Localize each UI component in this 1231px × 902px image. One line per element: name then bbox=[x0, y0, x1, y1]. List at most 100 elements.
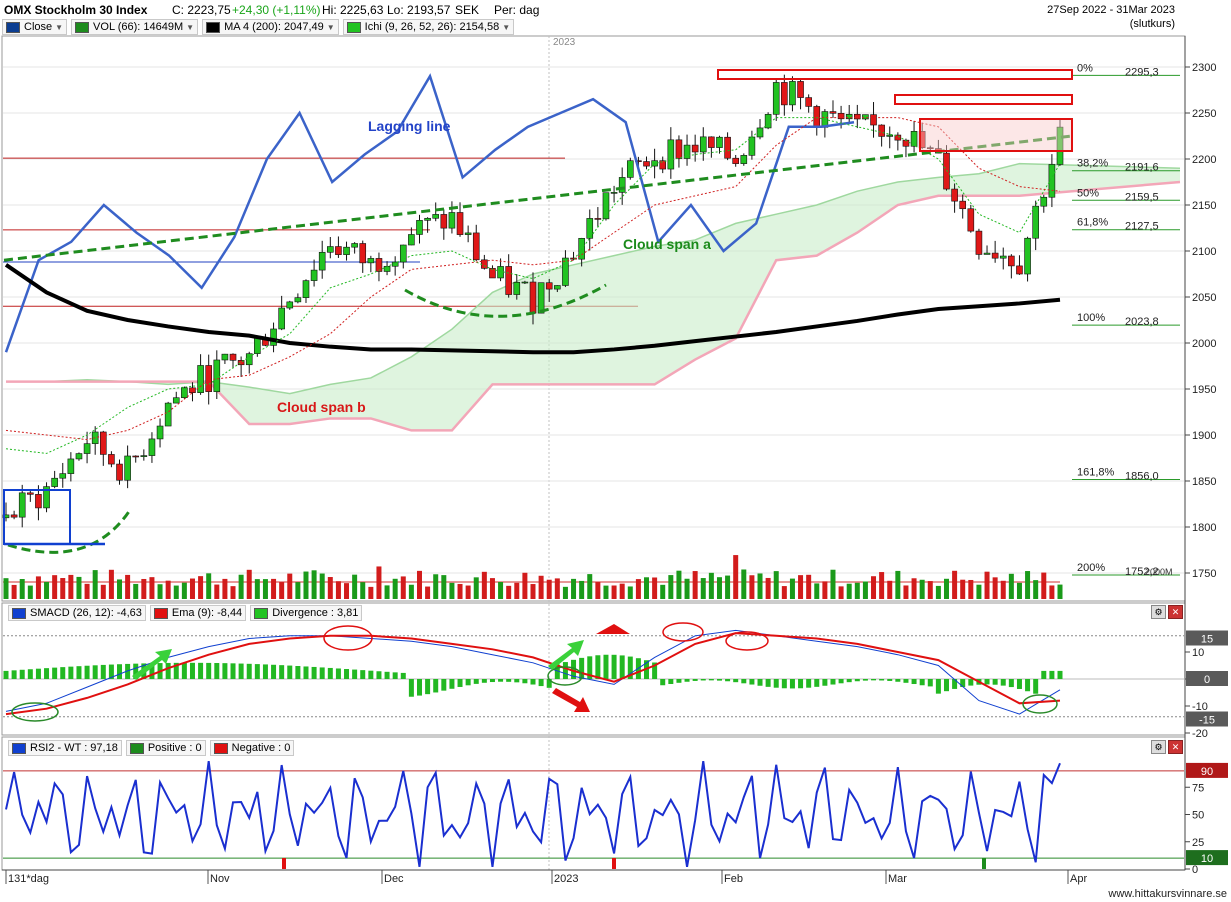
candle-body bbox=[1024, 237, 1031, 275]
candle-body bbox=[716, 136, 723, 148]
divergence-bar bbox=[571, 659, 577, 679]
legend-close[interactable]: Close ▼ bbox=[2, 19, 68, 35]
divergence-bar bbox=[911, 679, 917, 685]
volume-bar bbox=[400, 576, 406, 599]
legend-swatch bbox=[254, 607, 269, 619]
site-footer[interactable]: www.hittakursvinnare.se bbox=[1108, 888, 1227, 900]
divergence-bar bbox=[327, 667, 333, 679]
volume-bar bbox=[943, 578, 949, 599]
legend-volume[interactable]: VOL (66): 14649M ▼ bbox=[71, 19, 199, 35]
chevron-down-icon[interactable]: ▼ bbox=[326, 22, 335, 32]
volume-bar bbox=[676, 570, 682, 599]
volume-bar bbox=[708, 572, 714, 599]
chevron-down-icon[interactable]: ▼ bbox=[502, 22, 511, 32]
volume-bar bbox=[498, 581, 504, 599]
change-value: +24,30 (+1,11%) bbox=[232, 3, 321, 17]
divergence-bar bbox=[562, 662, 568, 679]
wrench-icon[interactable]: ⚙ bbox=[1151, 605, 1166, 619]
candle-body bbox=[132, 455, 140, 458]
close-icon[interactable]: ✕ bbox=[1168, 740, 1183, 754]
volume-bar bbox=[133, 583, 139, 599]
divergence-bar bbox=[303, 666, 309, 679]
volume-bar bbox=[741, 569, 747, 599]
resistance-box bbox=[717, 69, 1073, 80]
divergence-bar bbox=[35, 668, 41, 679]
legend-swatch bbox=[75, 21, 90, 33]
volume-bar bbox=[76, 576, 82, 599]
volume-bar bbox=[765, 577, 771, 599]
candle-body bbox=[205, 365, 212, 392]
candle-body bbox=[408, 234, 415, 246]
cloud-span-b-label: Cloud span b bbox=[277, 399, 366, 415]
candle-body bbox=[343, 246, 350, 255]
divergence-bar bbox=[814, 679, 820, 687]
value-badge-text: 15 bbox=[1201, 634, 1213, 646]
divergence-bar bbox=[1041, 670, 1047, 679]
fib-pct-label: 38,2% bbox=[1077, 158, 1108, 170]
candle-body bbox=[675, 139, 683, 159]
volume-bar bbox=[773, 571, 779, 599]
legend-positive[interactable]: Positive : 0 bbox=[125, 740, 206, 756]
candle-body bbox=[294, 297, 302, 303]
candle-body bbox=[1056, 126, 1064, 165]
price-tick-label: 2100 bbox=[1192, 246, 1216, 258]
divergence-bar bbox=[335, 668, 341, 679]
legend-negative[interactable]: Negative : 0 bbox=[209, 740, 295, 756]
divergence-bar bbox=[279, 665, 285, 679]
volume-bar bbox=[976, 584, 982, 599]
divergence-bar bbox=[984, 679, 990, 685]
volume-bar bbox=[992, 577, 998, 599]
divergence-bar bbox=[506, 679, 512, 682]
macd-legend: SMACD (26, 12): -4,63 Ema (9): -8,44 Div… bbox=[8, 605, 366, 621]
legend-divergence[interactable]: Divergence : 3,81 bbox=[250, 605, 363, 621]
volume-bar bbox=[757, 573, 763, 599]
close-icon[interactable]: ✕ bbox=[1168, 605, 1183, 619]
price-tick-label: 1750 bbox=[1192, 568, 1216, 580]
divergence-bar bbox=[741, 679, 747, 684]
legend-ema[interactable]: Ema (9): -8,44 bbox=[149, 605, 247, 621]
candle-body bbox=[27, 492, 34, 495]
divergence-bar bbox=[725, 679, 731, 682]
volume-bar bbox=[733, 555, 739, 599]
volume-bar bbox=[927, 581, 933, 599]
value-badge bbox=[1186, 850, 1228, 866]
divergence-bar bbox=[44, 668, 50, 679]
volume-bar bbox=[627, 586, 633, 599]
divergence-bar bbox=[1000, 679, 1006, 686]
chevron-down-icon[interactable]: ▼ bbox=[55, 22, 64, 32]
volume-bar bbox=[903, 585, 909, 599]
legend-ichimoku[interactable]: Ichi (9, 26, 52, 26): 2154,58 ▼ bbox=[342, 19, 515, 35]
chevron-down-icon[interactable]: ▼ bbox=[186, 22, 195, 32]
volume-bar bbox=[587, 574, 593, 599]
volume-bar bbox=[1033, 580, 1039, 599]
volume-bar bbox=[35, 576, 41, 599]
candle-body bbox=[732, 157, 739, 164]
volume-bar bbox=[449, 582, 455, 599]
macd-tick-label: 10 bbox=[1192, 647, 1204, 659]
up-arrow-icon bbox=[132, 649, 172, 680]
legend-swatch bbox=[12, 742, 26, 754]
price-tick-label: 1900 bbox=[1192, 430, 1216, 442]
fib-pct-label: 161,8% bbox=[1077, 466, 1115, 478]
volume-bar bbox=[579, 580, 585, 599]
tenkan-line bbox=[5, 117, 1061, 454]
legend-smacd[interactable]: SMACD (26, 12): -4,63 bbox=[8, 605, 146, 621]
volume-bar bbox=[311, 570, 317, 599]
legend-rsi[interactable]: RSI2 - WT : 97,18 bbox=[8, 740, 122, 756]
volume-bar bbox=[862, 581, 868, 599]
volume-bar bbox=[222, 578, 228, 599]
legend-label: Ema (9): -8,44 bbox=[171, 607, 243, 619]
candle-body bbox=[164, 402, 172, 427]
candle-body bbox=[197, 365, 204, 393]
wrench-icon[interactable]: ⚙ bbox=[1151, 740, 1166, 754]
candle-body bbox=[845, 113, 853, 120]
legend-ma[interactable]: MA 4 (200): 2047,49 ▼ bbox=[202, 19, 339, 35]
candle-body bbox=[35, 494, 42, 509]
kijun-line bbox=[5, 117, 1061, 441]
legend-swatch bbox=[206, 21, 221, 33]
divergence-bar bbox=[3, 670, 9, 679]
divergence-bar bbox=[676, 679, 682, 683]
currency-label: SEK bbox=[455, 3, 480, 17]
fib-pct-label: 61,8% bbox=[1077, 217, 1108, 229]
divergence-bar bbox=[408, 679, 414, 697]
